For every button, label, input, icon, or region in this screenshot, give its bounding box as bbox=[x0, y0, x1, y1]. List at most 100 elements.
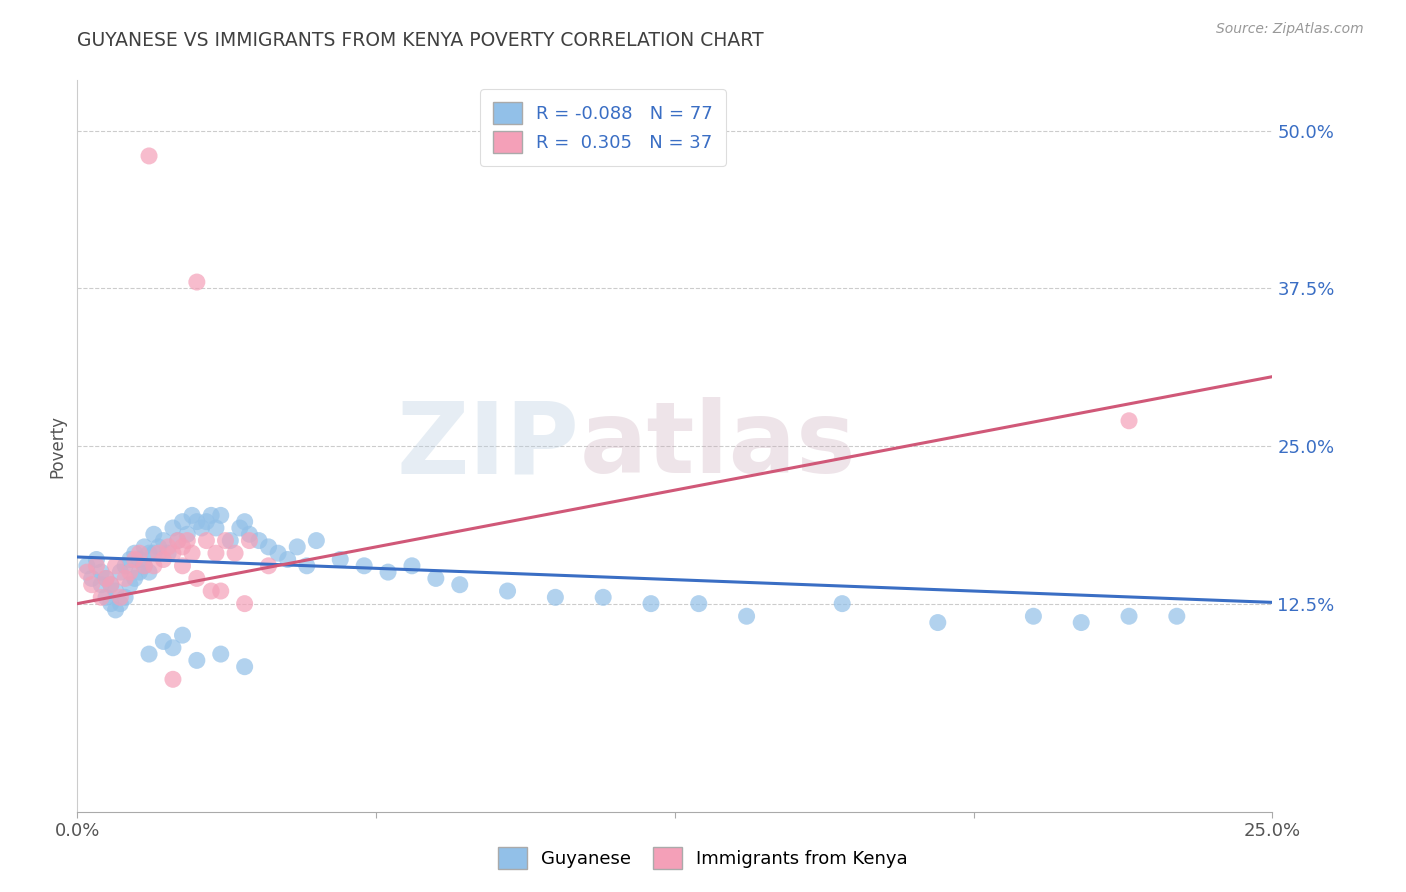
Point bbox=[138, 565, 160, 579]
Point bbox=[247, 533, 270, 548]
Point bbox=[927, 615, 949, 630]
Point bbox=[209, 584, 232, 599]
Point bbox=[1118, 609, 1140, 624]
Point bbox=[110, 565, 132, 579]
Point bbox=[181, 546, 204, 560]
Point bbox=[90, 565, 112, 579]
Point bbox=[148, 546, 170, 560]
Point bbox=[124, 546, 146, 560]
Point bbox=[209, 647, 232, 661]
Point bbox=[142, 546, 165, 560]
Point bbox=[544, 591, 567, 605]
Point bbox=[124, 571, 146, 585]
Point bbox=[831, 597, 853, 611]
Point bbox=[138, 546, 160, 560]
Point bbox=[205, 546, 228, 560]
Point bbox=[449, 578, 471, 592]
Point bbox=[76, 565, 98, 579]
Point bbox=[86, 558, 108, 573]
Text: GUYANESE VS IMMIGRANTS FROM KENYA POVERTY CORRELATION CHART: GUYANESE VS IMMIGRANTS FROM KENYA POVERT… bbox=[77, 31, 763, 50]
Point bbox=[166, 533, 188, 548]
Point bbox=[100, 597, 122, 611]
Point bbox=[128, 552, 150, 566]
Point bbox=[162, 546, 184, 560]
Point bbox=[162, 673, 184, 687]
Point bbox=[224, 546, 246, 560]
Point bbox=[142, 527, 165, 541]
Point bbox=[688, 597, 710, 611]
Point bbox=[195, 533, 218, 548]
Point bbox=[295, 558, 318, 573]
Point bbox=[94, 571, 117, 585]
Point bbox=[219, 533, 242, 548]
Point bbox=[1022, 609, 1045, 624]
Point bbox=[162, 521, 184, 535]
Point bbox=[425, 571, 447, 585]
Point bbox=[100, 578, 122, 592]
Point bbox=[214, 533, 236, 548]
Point bbox=[238, 533, 260, 548]
Point bbox=[90, 591, 112, 605]
Point bbox=[735, 609, 758, 624]
Point bbox=[172, 558, 194, 573]
Point bbox=[138, 149, 160, 163]
Point bbox=[186, 515, 208, 529]
Point bbox=[181, 508, 204, 523]
Point bbox=[162, 640, 184, 655]
Point bbox=[640, 597, 662, 611]
Point bbox=[186, 571, 208, 585]
Text: ZIP: ZIP bbox=[396, 398, 579, 494]
Point bbox=[94, 571, 117, 585]
Point bbox=[233, 659, 256, 673]
Point bbox=[142, 558, 165, 573]
Point bbox=[195, 515, 218, 529]
Point bbox=[190, 521, 212, 535]
Point bbox=[104, 603, 127, 617]
Point bbox=[152, 533, 174, 548]
Point bbox=[104, 558, 127, 573]
Legend: Guyanese, Immigrants from Kenya: Guyanese, Immigrants from Kenya bbox=[491, 839, 915, 876]
Point bbox=[209, 508, 232, 523]
Point bbox=[267, 546, 290, 560]
Point bbox=[114, 558, 136, 573]
Legend: R = -0.088   N = 77, R =  0.305   N = 37: R = -0.088 N = 77, R = 0.305 N = 37 bbox=[481, 89, 725, 166]
Point bbox=[104, 584, 127, 599]
Point bbox=[305, 533, 328, 548]
Point bbox=[496, 584, 519, 599]
Text: Source: ZipAtlas.com: Source: ZipAtlas.com bbox=[1216, 22, 1364, 37]
Point bbox=[148, 540, 170, 554]
Point bbox=[152, 634, 174, 648]
Point bbox=[257, 540, 280, 554]
Point bbox=[401, 558, 423, 573]
Point bbox=[134, 558, 156, 573]
Point bbox=[80, 571, 103, 585]
Point bbox=[157, 540, 180, 554]
Point bbox=[176, 527, 198, 541]
Point bbox=[124, 552, 146, 566]
Point bbox=[186, 653, 208, 667]
Point bbox=[138, 647, 160, 661]
Point bbox=[128, 565, 150, 579]
Point bbox=[172, 515, 194, 529]
Point bbox=[86, 552, 108, 566]
Point bbox=[114, 591, 136, 605]
Point bbox=[94, 591, 117, 605]
Point bbox=[114, 571, 136, 585]
Point bbox=[118, 578, 141, 592]
Point bbox=[257, 558, 280, 573]
Text: atlas: atlas bbox=[579, 398, 856, 494]
Point bbox=[186, 275, 208, 289]
Point bbox=[1070, 615, 1092, 630]
Point bbox=[229, 521, 252, 535]
Point bbox=[176, 533, 198, 548]
Point bbox=[238, 527, 260, 541]
Point bbox=[134, 540, 156, 554]
Point bbox=[329, 552, 352, 566]
Point bbox=[100, 578, 122, 592]
Point bbox=[353, 558, 375, 573]
Point bbox=[285, 540, 308, 554]
Point bbox=[166, 533, 188, 548]
Point bbox=[76, 558, 98, 573]
Point bbox=[172, 540, 194, 554]
Point bbox=[118, 565, 141, 579]
